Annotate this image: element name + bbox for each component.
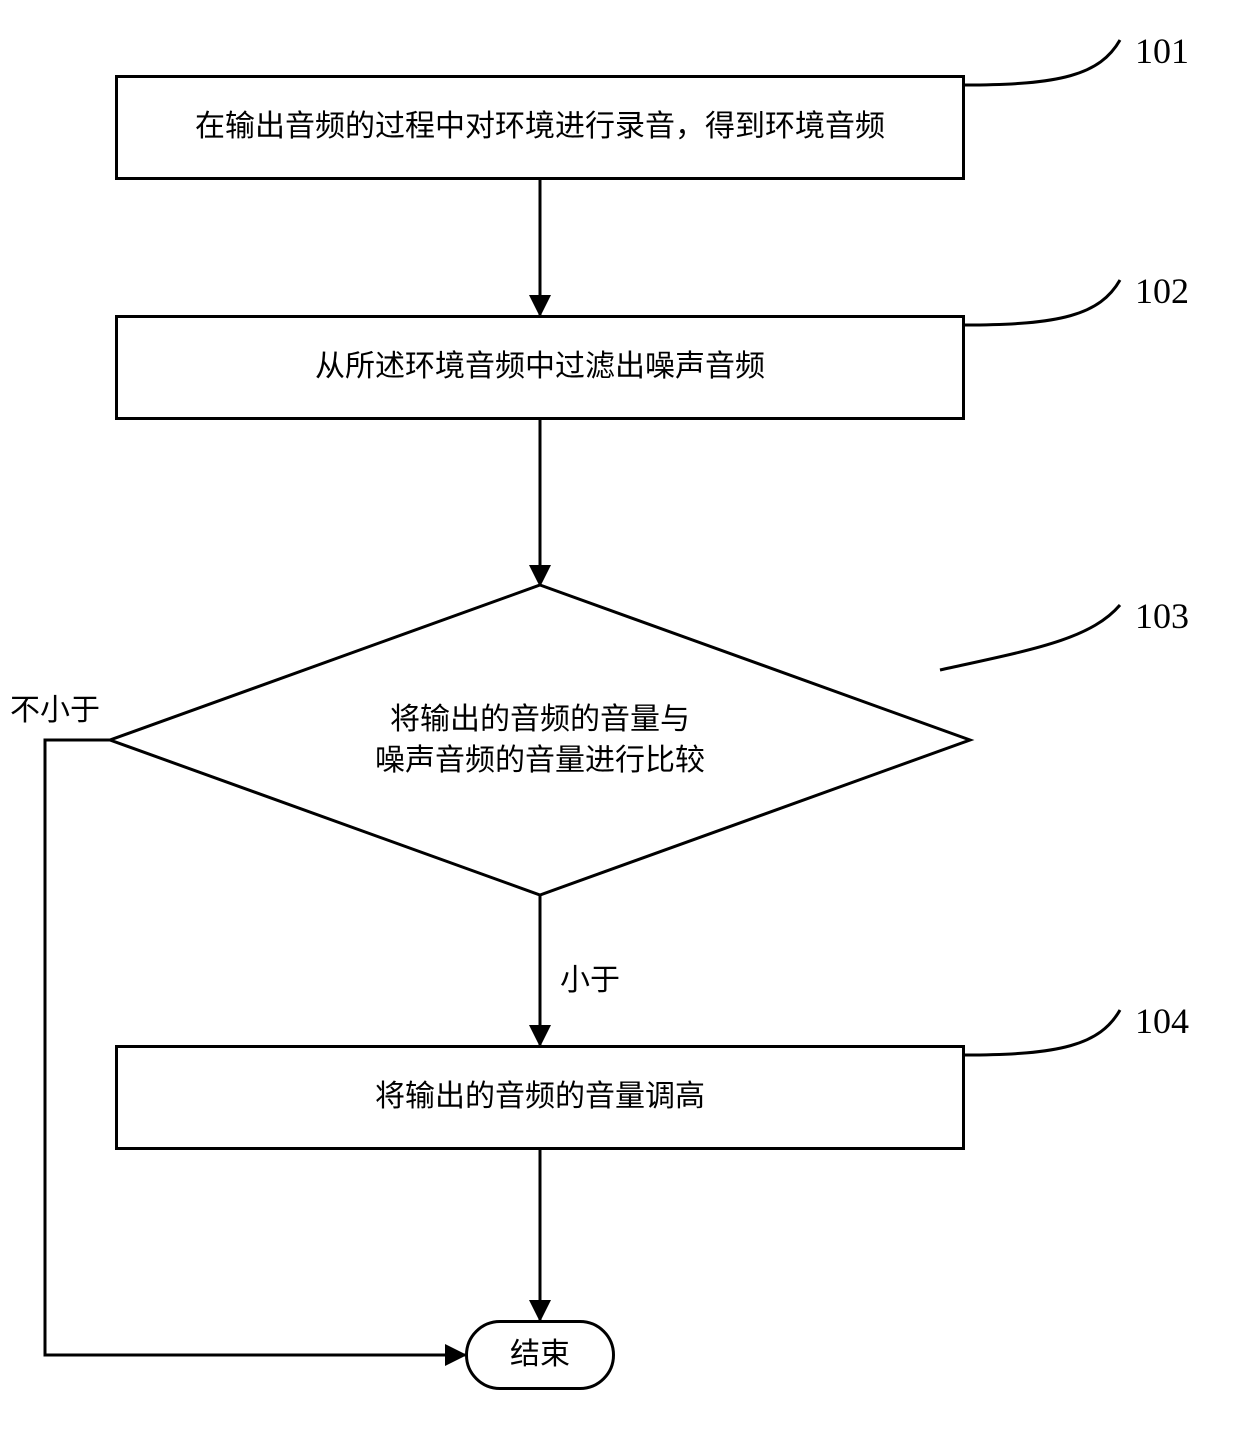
- process-104-text: 将输出的音频的音量调高: [367, 1073, 713, 1122]
- process-101-text: 在输出音频的过程中对环境进行录音，得到环境音频: [187, 103, 893, 152]
- edge-label-not-less-than: 不小于: [10, 685, 100, 729]
- process-104: 将输出的音频的音量调高: [115, 1045, 965, 1150]
- edge-label-less-than: 小于: [560, 955, 620, 999]
- process-102: 从所述环境音频中过滤出噪声音频: [115, 315, 965, 420]
- callout-label-101: 101: [1135, 30, 1189, 72]
- callout-label-103: 103: [1135, 595, 1189, 637]
- decision-103-line2: 噪声音频的音量进行比较: [375, 744, 705, 777]
- decision-103-line1: 将输出的音频的音量与: [390, 703, 690, 736]
- terminator-end-text: 结束: [502, 1331, 578, 1380]
- callout-label-102: 102: [1135, 270, 1189, 312]
- terminator-end: 结束: [465, 1320, 615, 1390]
- process-101: 在输出音频的过程中对环境进行录音，得到环境音频: [115, 75, 965, 180]
- decision-103-text: 将输出的音频的音量与 噪声音频的音量进行比较: [360, 700, 720, 781]
- process-102-text: 从所述环境音频中过滤出噪声音频: [307, 343, 773, 392]
- callout-label-104: 104: [1135, 1000, 1189, 1042]
